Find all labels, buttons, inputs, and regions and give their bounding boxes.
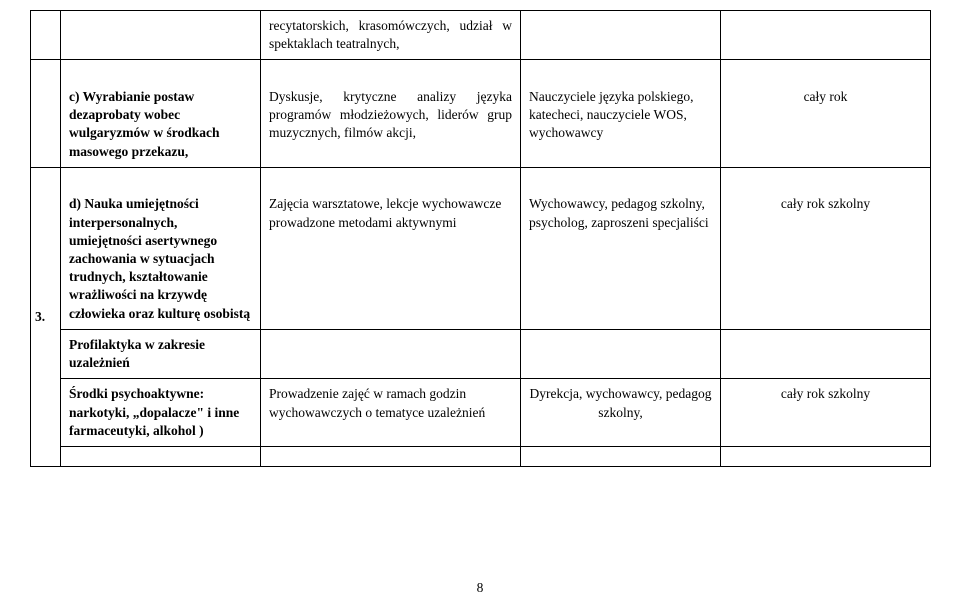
cell-b: Zajęcia warsztatowe, lekcje wychowawcze … — [261, 189, 521, 329]
table-row: 3. — [31, 167, 931, 189]
table-row: Środki psychoaktywne: narkotyki, „dopala… — [31, 379, 931, 447]
document-table: recytatorskich, krasomówczych, udział w … — [30, 10, 931, 467]
cell-a: c) Wyrabianie postaw dezaprobaty wobec w… — [61, 82, 261, 167]
cell-a: Środki psychoaktywne: narkotyki, „dopala… — [61, 379, 261, 447]
table-row — [31, 60, 931, 82]
cell-c — [521, 446, 721, 466]
cell-d — [721, 446, 931, 466]
cell-a: d) Nauka umiejętności interpersonalnych,… — [61, 189, 261, 329]
table-row: recytatorskich, krasomówczych, udział w … — [31, 11, 931, 60]
cell-b: Dyskusje, krytyczne analizy języka progr… — [261, 82, 521, 167]
table-row: c) Wyrabianie postaw dezaprobaty wobec w… — [31, 82, 931, 167]
cell-d — [721, 167, 931, 189]
cell-b: Prowadzenie zajęć w ramach godzin wychow… — [261, 379, 521, 447]
cell-num — [31, 11, 61, 60]
cell-c: Wychowawcy, pedagog szkolny, psycholog, … — [521, 189, 721, 329]
cell-d — [721, 60, 931, 82]
table-row: d) Nauka umiejętności interpersonalnych,… — [31, 189, 931, 329]
cell-c: Nauczyciele języka polskiego, katecheci,… — [521, 82, 721, 167]
cell-d: cały rok szkolny — [721, 189, 931, 329]
cell-b — [261, 167, 521, 189]
cell-d: cały rok szkolny — [721, 379, 931, 447]
cell-d — [721, 11, 931, 60]
cell-num — [31, 60, 61, 167]
cell-c: Dyrekcja, wychowawcy, pedagog szkolny, — [521, 379, 721, 447]
cell-b — [261, 446, 521, 466]
table-row — [31, 446, 931, 466]
cell-b — [261, 329, 521, 378]
cell-b — [261, 60, 521, 82]
cell-b: recytatorskich, krasomówczych, udział w … — [261, 11, 521, 60]
table-row: Profilaktyka w zakresie uzależnień — [31, 329, 931, 378]
cell-a — [61, 167, 261, 189]
cell-c — [521, 11, 721, 60]
cell-d: cały rok — [721, 82, 931, 167]
cell-c — [521, 329, 721, 378]
section-number: 3. — [31, 167, 61, 466]
cell-a — [61, 11, 261, 60]
cell-a — [61, 60, 261, 82]
cell-c — [521, 60, 721, 82]
cell-c — [521, 167, 721, 189]
cell-a: Profilaktyka w zakresie uzależnień — [61, 329, 261, 378]
cell-a — [61, 446, 261, 466]
page-number: 8 — [0, 580, 960, 596]
cell-d — [721, 329, 931, 378]
section-number-text: 3. — [35, 309, 45, 324]
